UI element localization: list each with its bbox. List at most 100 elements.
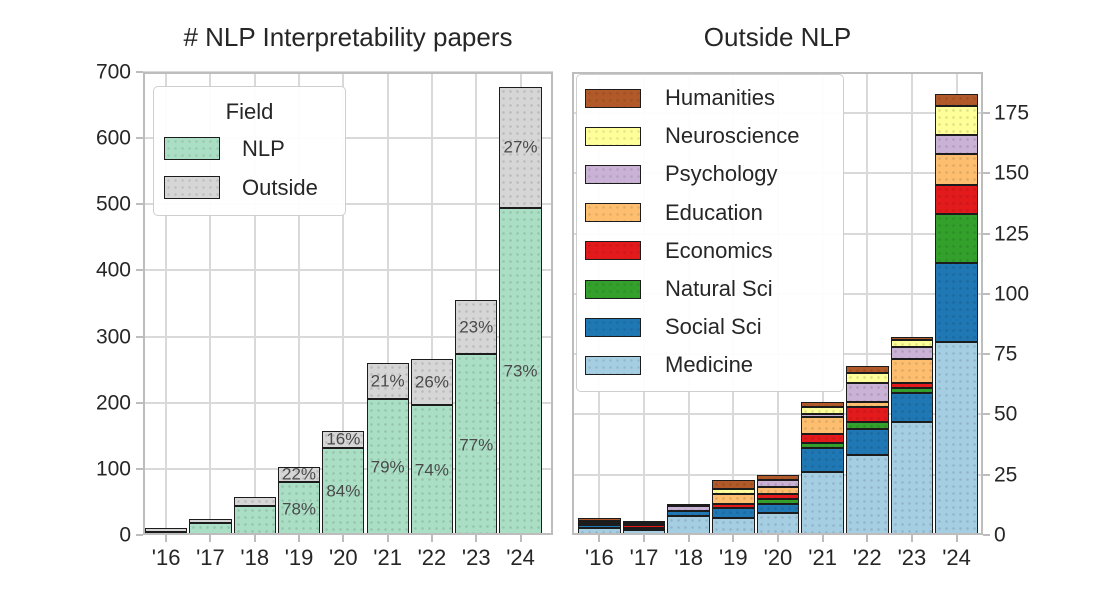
left-chart-axes: 78% 22% 84% 16% 79% 21% 74% 26% 77% 23% 73% 27% Fiel…	[143, 71, 553, 535]
segment-outside-16	[145, 527, 188, 533]
legend-label-natural-sci: Natural Sci	[665, 276, 773, 302]
xtick-mark	[732, 535, 735, 542]
segment-natural-sci-23	[890, 387, 934, 393]
legend-swatch-education	[585, 203, 641, 223]
segment-outside-23	[455, 300, 498, 355]
ytick-label-100: 100	[95, 457, 131, 481]
segment-psychology-18	[667, 506, 711, 511]
legend-swatch-medicine	[585, 355, 641, 375]
segment-outside-17	[189, 519, 232, 524]
ytick-label-0: 0	[994, 523, 1006, 547]
xtick-label-24: '24	[942, 545, 971, 570]
gridline-v	[342, 72, 345, 535]
segment-neuroscience-21	[801, 407, 844, 415]
ytick-mark	[136, 137, 143, 140]
top-spine	[143, 72, 553, 74]
gridline-v	[253, 72, 256, 535]
ytick-mark	[983, 473, 990, 476]
xtick-mark	[519, 535, 522, 542]
percent-label-outside-24: 27%	[503, 137, 538, 157]
ytick-mark	[983, 292, 990, 295]
segment-natural-sci-20	[756, 498, 800, 504]
ytick-mark	[136, 335, 143, 338]
legend-item-neuroscience: Neuroscience	[577, 117, 843, 155]
legend-label-medicine: Medicine	[665, 352, 754, 378]
gridline-v	[298, 72, 301, 535]
segment-education-19	[711, 494, 755, 504]
ytick-mark	[983, 534, 990, 536]
segment-outside-18	[233, 497, 276, 506]
xtick-label-19: '19	[284, 545, 314, 570]
segment-social-sci-19	[711, 508, 755, 519]
bottom-spine	[572, 533, 983, 535]
gridline-v	[910, 72, 913, 535]
percent-label-outside-22: 26%	[414, 372, 449, 392]
ytick-label-50: 50	[994, 402, 1018, 426]
segment-natural-sci-22	[845, 421, 889, 429]
segment-psychology-24	[935, 134, 978, 154]
segment-education-22	[845, 402, 889, 408]
xtick-mark	[643, 535, 646, 542]
xtick-label-17: '17	[196, 545, 225, 570]
gridline-h	[143, 137, 553, 140]
xtick-label-22: '22	[417, 545, 447, 570]
segment-education-20	[756, 486, 800, 495]
xtick-mark	[298, 535, 301, 542]
legend-swatch-psychology	[585, 164, 641, 184]
segment-social-sci-18	[667, 510, 711, 516]
segment-psychology-20	[756, 479, 800, 487]
ytick-label-300: 300	[95, 325, 131, 349]
segment-education-23	[890, 358, 934, 384]
gridline-v	[165, 72, 168, 535]
legend-item-outside: Outside	[154, 168, 345, 207]
xtick-mark	[165, 535, 168, 542]
segment-economics-23	[890, 383, 934, 388]
segment-natural-sci-24	[935, 214, 978, 263]
percent-label-outside-19: 22%	[282, 464, 317, 484]
left-spine	[143, 72, 145, 535]
xtick-mark	[386, 535, 389, 542]
segment-nlp-21	[366, 399, 409, 535]
segment-humanities-22	[845, 366, 889, 374]
left-chart-title: # NLP Interpretability papers	[183, 22, 513, 52]
gridline-h	[143, 335, 553, 338]
legend-label-education: Education	[665, 199, 763, 225]
ytick-label-200: 200	[95, 391, 131, 415]
xtick-mark	[342, 535, 345, 542]
legend-swatch-economics	[585, 241, 641, 261]
percent-label-outside-23: 23%	[459, 317, 494, 337]
segment-psychology-23	[890, 346, 934, 359]
xtick-label-23: '23	[461, 545, 491, 570]
xtick-label-18: '18	[240, 545, 270, 570]
xtick-label-20: '20	[329, 545, 358, 570]
legend-item-natural-sci: Natural Sci	[577, 270, 843, 308]
xtick-mark	[598, 535, 601, 542]
gridline-v	[386, 72, 389, 535]
percent-label-nlp-20: 84%	[326, 481, 361, 501]
legend-item-psychology: Psychology	[577, 155, 843, 193]
legend: Field NLP Outside	[153, 86, 346, 216]
segment-medicine-19	[711, 518, 755, 535]
segment-medicine-18	[667, 515, 711, 535]
segment-economics-17	[622, 525, 666, 528]
segment-nlp-23	[455, 354, 498, 535]
xtick-mark	[209, 535, 212, 542]
legend-label-nlp: NLP	[242, 135, 285, 161]
segment-social-sci-16	[578, 525, 621, 528]
ytick-label-125: 125	[994, 222, 1030, 246]
ytick-mark	[136, 203, 143, 206]
ytick-label-75: 75	[994, 342, 1018, 366]
legend-label-neuroscience: Neuroscience	[665, 123, 800, 149]
segment-social-sci-20	[756, 503, 800, 514]
gridline-v	[430, 72, 433, 535]
xtick-label-22: '22	[852, 545, 882, 570]
segment-outside-22	[410, 359, 454, 406]
segment-medicine-20	[756, 513, 800, 535]
segment-education-17	[622, 522, 666, 526]
percent-label-outside-21: 21%	[370, 371, 405, 391]
segment-outside-24	[499, 86, 542, 208]
ytick-label-100: 100	[994, 282, 1030, 306]
segment-social-sci-21	[801, 448, 844, 473]
ytick-label-500: 500	[95, 192, 131, 216]
segment-humanities-19	[711, 479, 755, 490]
